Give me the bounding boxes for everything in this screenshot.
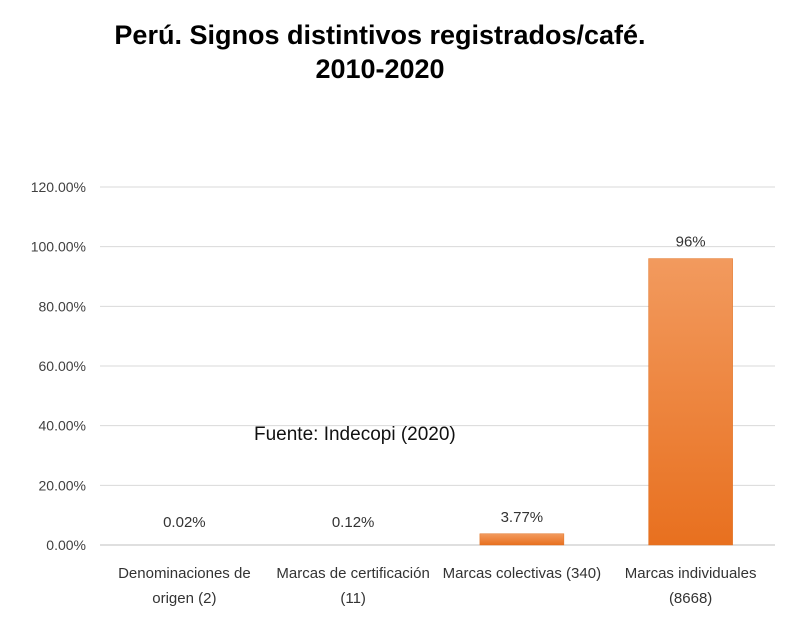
y-tick-label: 40.00% bbox=[39, 418, 86, 434]
y-tick-label: 20.00% bbox=[39, 477, 86, 493]
data-label: 3.77% bbox=[501, 509, 544, 526]
source-note: Fuente: Indecopi (2020) bbox=[254, 424, 456, 445]
x-tick-label: origen (2) bbox=[152, 590, 216, 607]
y-tick-label: 120.00% bbox=[31, 179, 86, 195]
y-tick-label: 100.00% bbox=[31, 239, 86, 255]
x-tick-label: Marcas individuales bbox=[625, 565, 757, 582]
data-label: 96% bbox=[676, 234, 706, 251]
y-tick-label: 60.00% bbox=[39, 358, 86, 374]
data-label: 0.02% bbox=[163, 514, 206, 531]
x-tick-label: Marcas colectivas (340) bbox=[443, 565, 601, 582]
x-tick-label: (11) bbox=[340, 590, 366, 607]
bar bbox=[648, 258, 733, 546]
y-tick-label: 0.00% bbox=[46, 537, 86, 553]
x-tick-label: Marcas de certificación bbox=[276, 565, 429, 582]
y-tick-label: 80.00% bbox=[39, 298, 86, 314]
data-label: 0.12% bbox=[332, 514, 375, 531]
chart-title: Perú. Signos distintivos registrados/caf… bbox=[0, 18, 760, 86]
x-tick-label: (8668) bbox=[669, 590, 712, 607]
title-line-1: Perú. Signos distintivos registrados/caf… bbox=[114, 20, 646, 50]
x-tick-label: Denominaciones de bbox=[118, 565, 251, 582]
title-line-2: 2010-2020 bbox=[315, 54, 445, 84]
bar bbox=[479, 533, 565, 546]
